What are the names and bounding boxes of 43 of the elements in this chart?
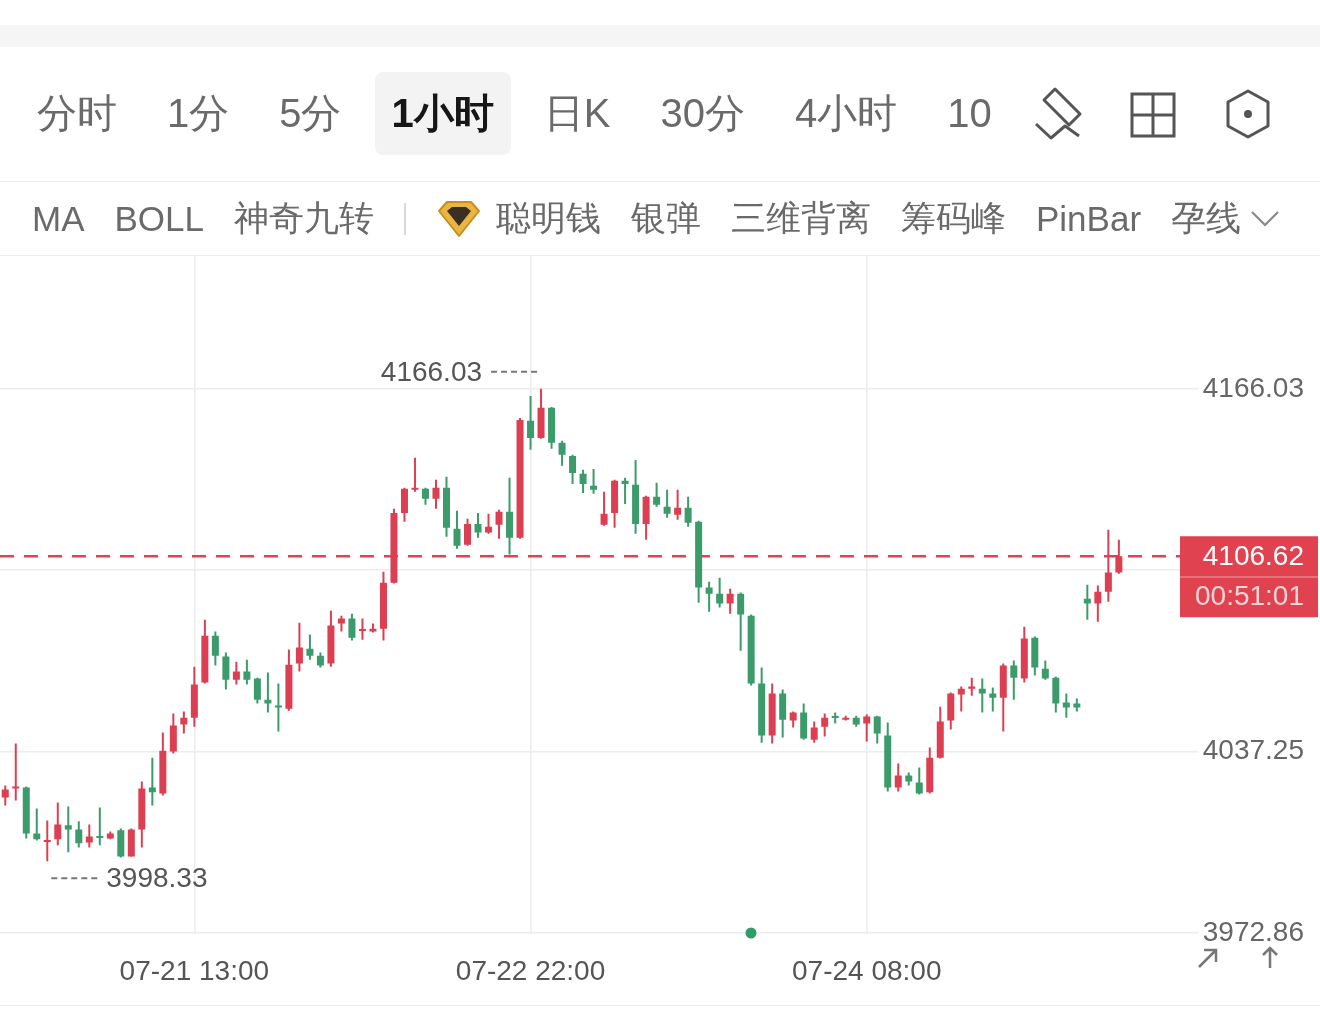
annotation: 3998.33 [106, 861, 208, 893]
x-tick-label: 07-21 13:00 [119, 954, 270, 986]
text: 分时 [36, 90, 118, 137]
text: 30分 [659, 90, 746, 137]
candlestick [411, 457, 419, 492]
y-tick-label: 4166.03 [1202, 371, 1304, 403]
candlestick [148, 757, 156, 806]
candlestick [96, 807, 104, 846]
text: MA [32, 198, 85, 239]
candlestick [106, 831, 114, 840]
text: 聪明钱 [496, 197, 601, 239]
candlestick [274, 683, 282, 732]
text: 10 [946, 90, 993, 137]
text: 1分 [166, 90, 231, 137]
candlestick [264, 672, 272, 713]
candlestick [968, 677, 976, 696]
text: 5分 [278, 90, 343, 137]
candlestick [621, 477, 629, 504]
candlestick [1062, 693, 1070, 718]
x-tick-label: 07-24 08:00 [791, 954, 942, 986]
candlestick [43, 820, 51, 862]
text: 三维背离 [731, 197, 871, 239]
text: 银弹 [631, 197, 701, 239]
ref-line-label: 4106.62 [1202, 539, 1304, 571]
text: 00:51:01 [1195, 579, 1304, 611]
annotation: 4166.03 [380, 355, 483, 387]
text: 1小时 [374, 72, 511, 155]
x-tick-label: 07-22 22:00 [455, 954, 606, 986]
text: 筹码峰 [901, 197, 1006, 239]
candlestick [590, 468, 598, 494]
candlestick [1083, 584, 1091, 620]
candlestick [989, 687, 997, 712]
candlestick [64, 806, 72, 853]
text: 孕线 [1171, 197, 1242, 239]
candlestick [358, 618, 366, 640]
text: 神奇九转 [234, 197, 374, 239]
text: 日K [542, 90, 612, 137]
text: BOLL [114, 198, 204, 239]
y-tick-label: 4037.25 [1202, 734, 1304, 766]
text: PinBar [1036, 198, 1142, 239]
text: 4小时 [793, 90, 899, 137]
y-tick-label: 3972.86 [1202, 915, 1304, 947]
candlestick [12, 743, 20, 801]
